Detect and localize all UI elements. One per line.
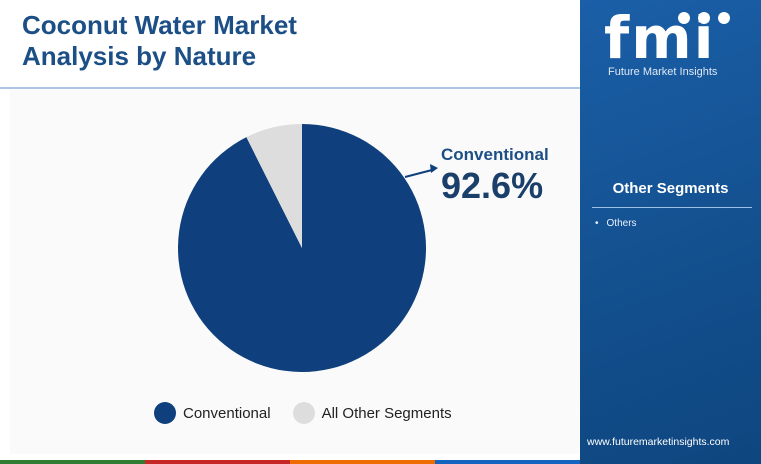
callout-value: 92.6% (441, 165, 544, 206)
legend-item-other: All Other Segments (292, 402, 452, 424)
other-segment-item: Others (595, 218, 637, 229)
color-strip-green (0, 460, 145, 464)
color-strip (0, 460, 580, 464)
logo-text: fmi (604, 6, 716, 66)
legend-item-conventional: Conventional (154, 402, 271, 424)
other-segments-divider (592, 207, 752, 208)
chart-legend: Conventional All Other Segments (154, 401, 474, 425)
brand-name: Future Market Insights (608, 66, 718, 78)
website-url: www.futuremarketinsights.com (587, 436, 730, 448)
legend-label-conventional: Conventional (183, 404, 271, 422)
title-line-1: Coconut Water Market (22, 10, 297, 40)
legend-swatch-other (292, 402, 315, 424)
sidebar-panel: fmi Future Market Insights Other Segment… (580, 0, 761, 464)
color-strip-orange (290, 460, 435, 464)
callout-arrowhead (430, 164, 438, 173)
color-strip-blue (435, 460, 580, 464)
legend-label-other: All Other Segments (321, 404, 452, 422)
title-divider (0, 87, 580, 89)
logo-dot-1 (678, 12, 690, 24)
logo-dot-3 (718, 12, 730, 24)
callout-line (404, 169, 433, 178)
title-line-2: Analysis by Nature (22, 41, 257, 71)
pie-slice-all-other-segments (246, 124, 302, 248)
color-strip-red (145, 460, 290, 464)
pie-chart (178, 124, 438, 372)
pie-slice-conventional (178, 124, 427, 372)
callout-label: Conventional (441, 145, 549, 164)
fmi-logo: fmi (604, 6, 730, 66)
logo-dot-2 (698, 12, 710, 24)
other-segments-title: Other Segments (612, 180, 729, 197)
other-segments-list: Others (595, 218, 637, 229)
legend-swatch-conventional (154, 402, 176, 424)
chart-panel: Coconut Water Market Analysis by Nature … (0, 10, 580, 464)
chart-title: Coconut Water Market Analysis by Nature (22, 10, 297, 72)
